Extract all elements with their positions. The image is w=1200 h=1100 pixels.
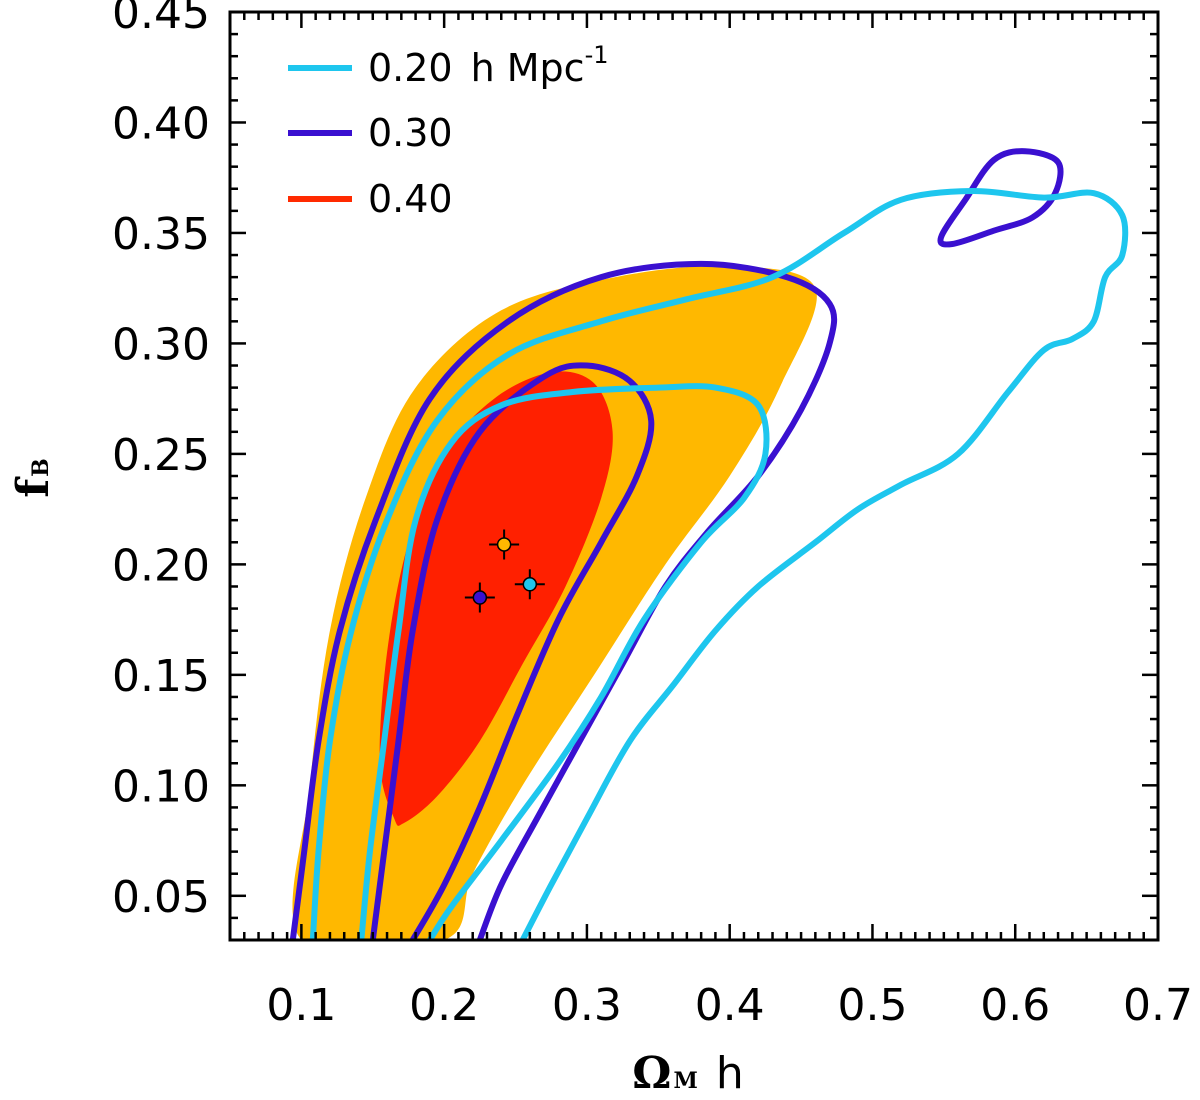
y-axis-title: fB [8,458,59,498]
y-tick-labels: 0.05 0.10 0.15 0.20 0.25 0.30 0.35 0.40 0.45 [112,0,210,923]
contour-line-2 [937,148,1064,248]
y-tick-label: 0.25 [112,430,210,481]
x-tick-label: 0.3 [552,980,622,1031]
contour-line-3 [309,187,1129,940]
best-fit-points [464,529,545,613]
y-tick-label: 0.35 [112,209,210,260]
legend-label-030: 0.30 [368,111,453,155]
best-fit-point-0 [489,529,520,560]
x-tick-label: 0.4 [695,980,765,1031]
contour-lines [289,148,1129,940]
contour-line-1 [369,362,655,940]
axis-ticks [228,10,1160,942]
contour-line-4 [358,383,770,940]
filled-contour-1 [379,371,613,826]
y-tick-label: 0.40 [112,98,210,149]
x-axis-title: ΩM h [632,1048,743,1099]
x-tick-label: 0.7 [1123,980,1193,1031]
x-tick-label: 0.1 [266,980,336,1031]
x-tick-labels: 0.1 0.2 0.3 0.4 0.5 0.6 0.7 [266,980,1193,1031]
y-tick-label: 0.20 [112,540,210,591]
legend: 0.20 h Mpc-1 0.30 0.40 [288,41,609,221]
y-tick-label: 0.30 [112,319,210,370]
y-tick-label: 0.45 [112,0,210,39]
best-fit-point-1 [464,582,495,613]
legend-label-040: 0.40 [368,177,453,221]
legend-label-020: 0.20 h Mpc-1 [368,41,609,90]
best-fit-point-2 [514,569,545,600]
x-tick-label: 0.6 [980,980,1050,1031]
filled-contours [292,265,817,940]
x-tick-label: 0.5 [837,980,907,1031]
x-tick-label: 0.2 [409,980,479,1031]
y-tick-label: 0.05 [112,872,210,923]
y-tick-label: 0.15 [112,651,210,702]
y-tick-label: 0.10 [112,761,210,812]
